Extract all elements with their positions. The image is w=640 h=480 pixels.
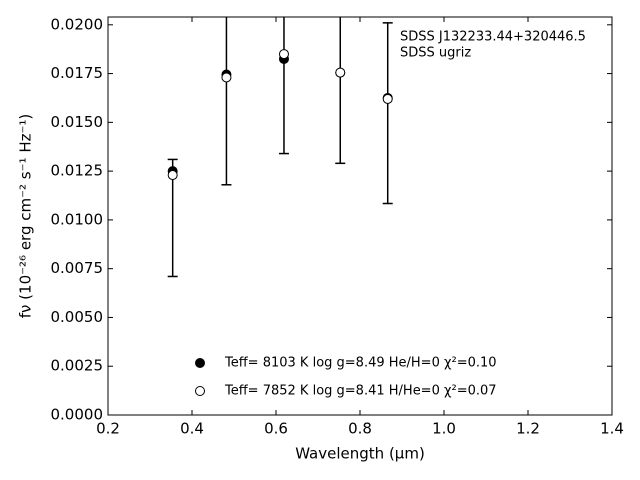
legend-marker [195,386,205,396]
x-tick-label: 0.2 [96,420,120,438]
y-axis-label: fν (10⁻²⁶ erg cm⁻² s⁻¹ Hz⁻¹) [17,114,35,319]
legend-label: Teff= 7852 K log g=8.41 H/He=0 χ²=0.07 [224,384,497,399]
point [167,170,178,181]
annotation: SDSS ugriz [400,46,471,61]
x-tick-label: 1.0 [432,420,456,438]
x-tick-label: 0.8 [348,420,372,438]
x-tick-label: 0.6 [264,420,288,438]
y-tick-label: 0.0050 [51,308,104,326]
y-tick-label: 0.0125 [51,162,104,180]
legend-marker [195,358,205,368]
legend-label: Teff= 8103 K log g=8.49 He/H=0 χ²=0.10 [224,356,497,371]
x-tick-label: 0.4 [180,420,204,438]
y-tick-label: 0.0000 [51,406,104,424]
plot-area [167,17,393,278]
y-tick-label: 0.0150 [51,113,104,131]
y-tick-label: 0.0200 [51,15,104,33]
x-tick-label: 1.2 [516,420,540,438]
point [382,93,393,104]
x-tick-label: 1.4 [600,420,624,438]
y-tick-label: 0.0100 [51,210,104,228]
point [335,67,346,78]
point [221,72,232,83]
y-tick-label: 0.0175 [51,64,104,82]
y-tick-label: 0.0075 [51,259,104,277]
point [278,49,289,60]
annotation: SDSS J132233.44+320446.5 [400,30,586,45]
x-axis-label: Wavelength (μm) [295,445,425,463]
y-tick-label: 0.0025 [51,357,104,375]
